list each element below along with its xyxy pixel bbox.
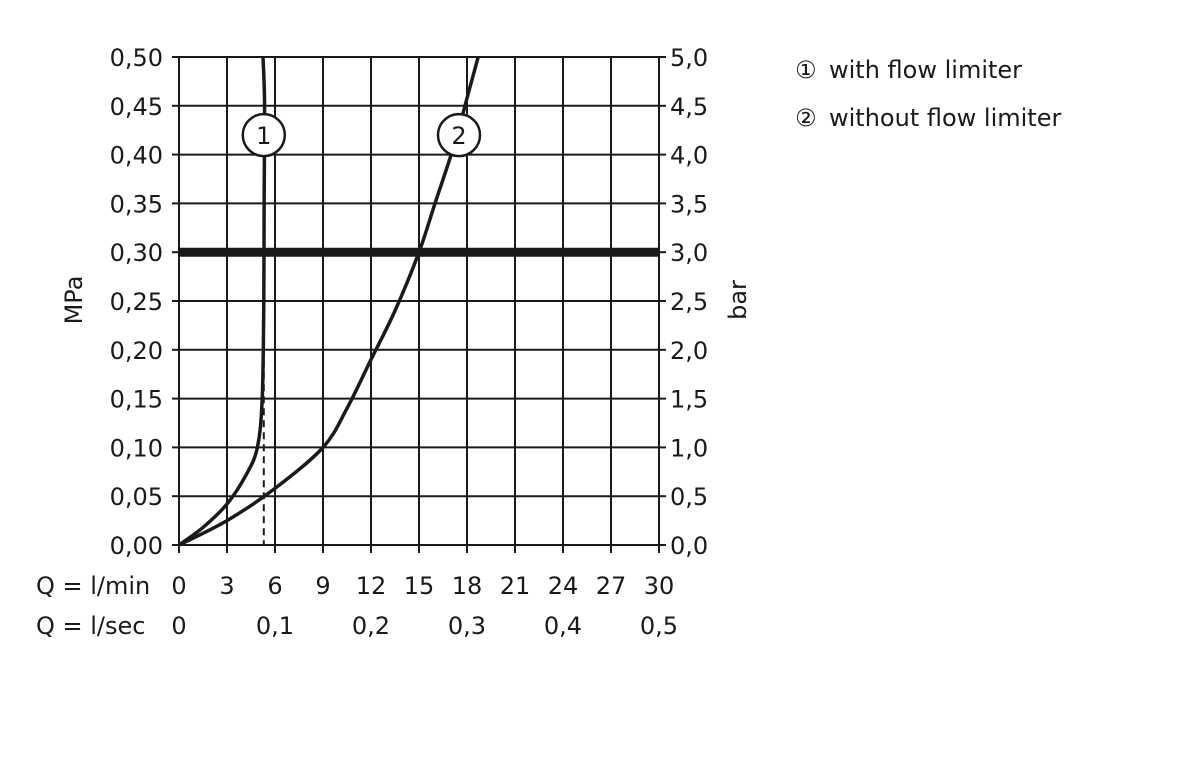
series-marker-label-2: 2 bbox=[451, 122, 466, 150]
x-tick-label-24: 24 bbox=[548, 572, 579, 600]
legend-item-1: ① with flow limiter bbox=[795, 55, 1022, 85]
y-right-tick-label-1: 0,5 bbox=[670, 483, 708, 511]
y-right-tick-label-2: 1,0 bbox=[670, 434, 708, 462]
y-left-tick-label-5: 0,25 bbox=[110, 288, 163, 316]
x-tick-label-27: 27 bbox=[596, 572, 627, 600]
x-tick-label-18: 18 bbox=[452, 572, 483, 600]
x-secondary-tick-label-3: 0,3 bbox=[448, 612, 486, 640]
y-right-tick-label-4: 2,0 bbox=[670, 337, 708, 365]
y-left-tick-label-10: 0,50 bbox=[110, 44, 163, 72]
y-right-tick-label-3: 1,5 bbox=[670, 386, 708, 414]
x-tick-label-21: 21 bbox=[500, 572, 531, 600]
y-right-tick-label-9: 4,5 bbox=[670, 93, 708, 121]
legend-text-2: without flow limiter bbox=[829, 104, 1062, 132]
x-tick-label-9: 9 bbox=[315, 572, 330, 600]
series-marker-circle-2 bbox=[436, 112, 482, 158]
y-right-axis-label: bar bbox=[724, 280, 752, 320]
x-tick-label-30: 30 bbox=[644, 572, 675, 600]
y-right-tick-label-7: 3,5 bbox=[670, 190, 708, 218]
x-tick-label-12: 12 bbox=[356, 572, 387, 600]
legend-text-1: with flow limiter bbox=[829, 56, 1023, 84]
x-tick-label-6: 6 bbox=[267, 572, 282, 600]
y-right-tick-label-5: 2,5 bbox=[670, 288, 708, 316]
x-secondary-tick-label-0: 0 bbox=[171, 612, 186, 640]
legend-item-2: ② without flow limiter bbox=[795, 103, 1061, 133]
legend-marker-2: ② bbox=[795, 104, 817, 132]
y-left-tick-label-3: 0,15 bbox=[110, 386, 163, 414]
x-secondary-tick-label-2: 0,2 bbox=[352, 612, 390, 640]
y-right-tick-label-8: 4,0 bbox=[670, 142, 708, 170]
x-secondary-tick-label-4: 0,4 bbox=[544, 612, 582, 640]
x-secondary-tick-label-1: 0,1 bbox=[256, 612, 294, 640]
y-right-tick-label-6: 3,0 bbox=[670, 239, 708, 267]
y-left-tick-label-4: 0,20 bbox=[110, 337, 163, 365]
x-tick-label-0: 0 bbox=[171, 572, 186, 600]
legend-marker-1: ① bbox=[795, 56, 817, 84]
x-tick-label-3: 3 bbox=[219, 572, 234, 600]
y-left-tick-label-1: 0,05 bbox=[110, 483, 163, 511]
series-marker-circle-1 bbox=[241, 112, 287, 158]
x-secondary-tick-label-5: 0,5 bbox=[640, 612, 678, 640]
y-left-axis-label: MPa bbox=[60, 276, 88, 325]
y-right-tick-label-10: 5,0 bbox=[670, 44, 708, 72]
y-left-tick-label-7: 0,35 bbox=[110, 190, 163, 218]
y-left-tick-label-0: 0,00 bbox=[110, 532, 163, 560]
y-left-tick-label-6: 0,30 bbox=[110, 239, 163, 267]
x-secondary-axis-label: Q = l/sec bbox=[36, 612, 145, 640]
y-left-tick-label-2: 0,10 bbox=[110, 434, 163, 462]
y-left-tick-label-9: 0,45 bbox=[110, 93, 163, 121]
x-primary-axis-label: Q = l/min bbox=[36, 572, 150, 600]
series-marker-label-1: 1 bbox=[256, 122, 271, 150]
tick-labels: 0 3 6 9 12 15 18 21 24 27 300,00 0,00,05 0,50,10 1,00… bbox=[110, 44, 709, 640]
x-tick-label-15: 15 bbox=[404, 572, 435, 600]
y-right-tick-label-0: 0,0 bbox=[670, 532, 708, 560]
y-left-tick-label-8: 0,40 bbox=[110, 142, 163, 170]
